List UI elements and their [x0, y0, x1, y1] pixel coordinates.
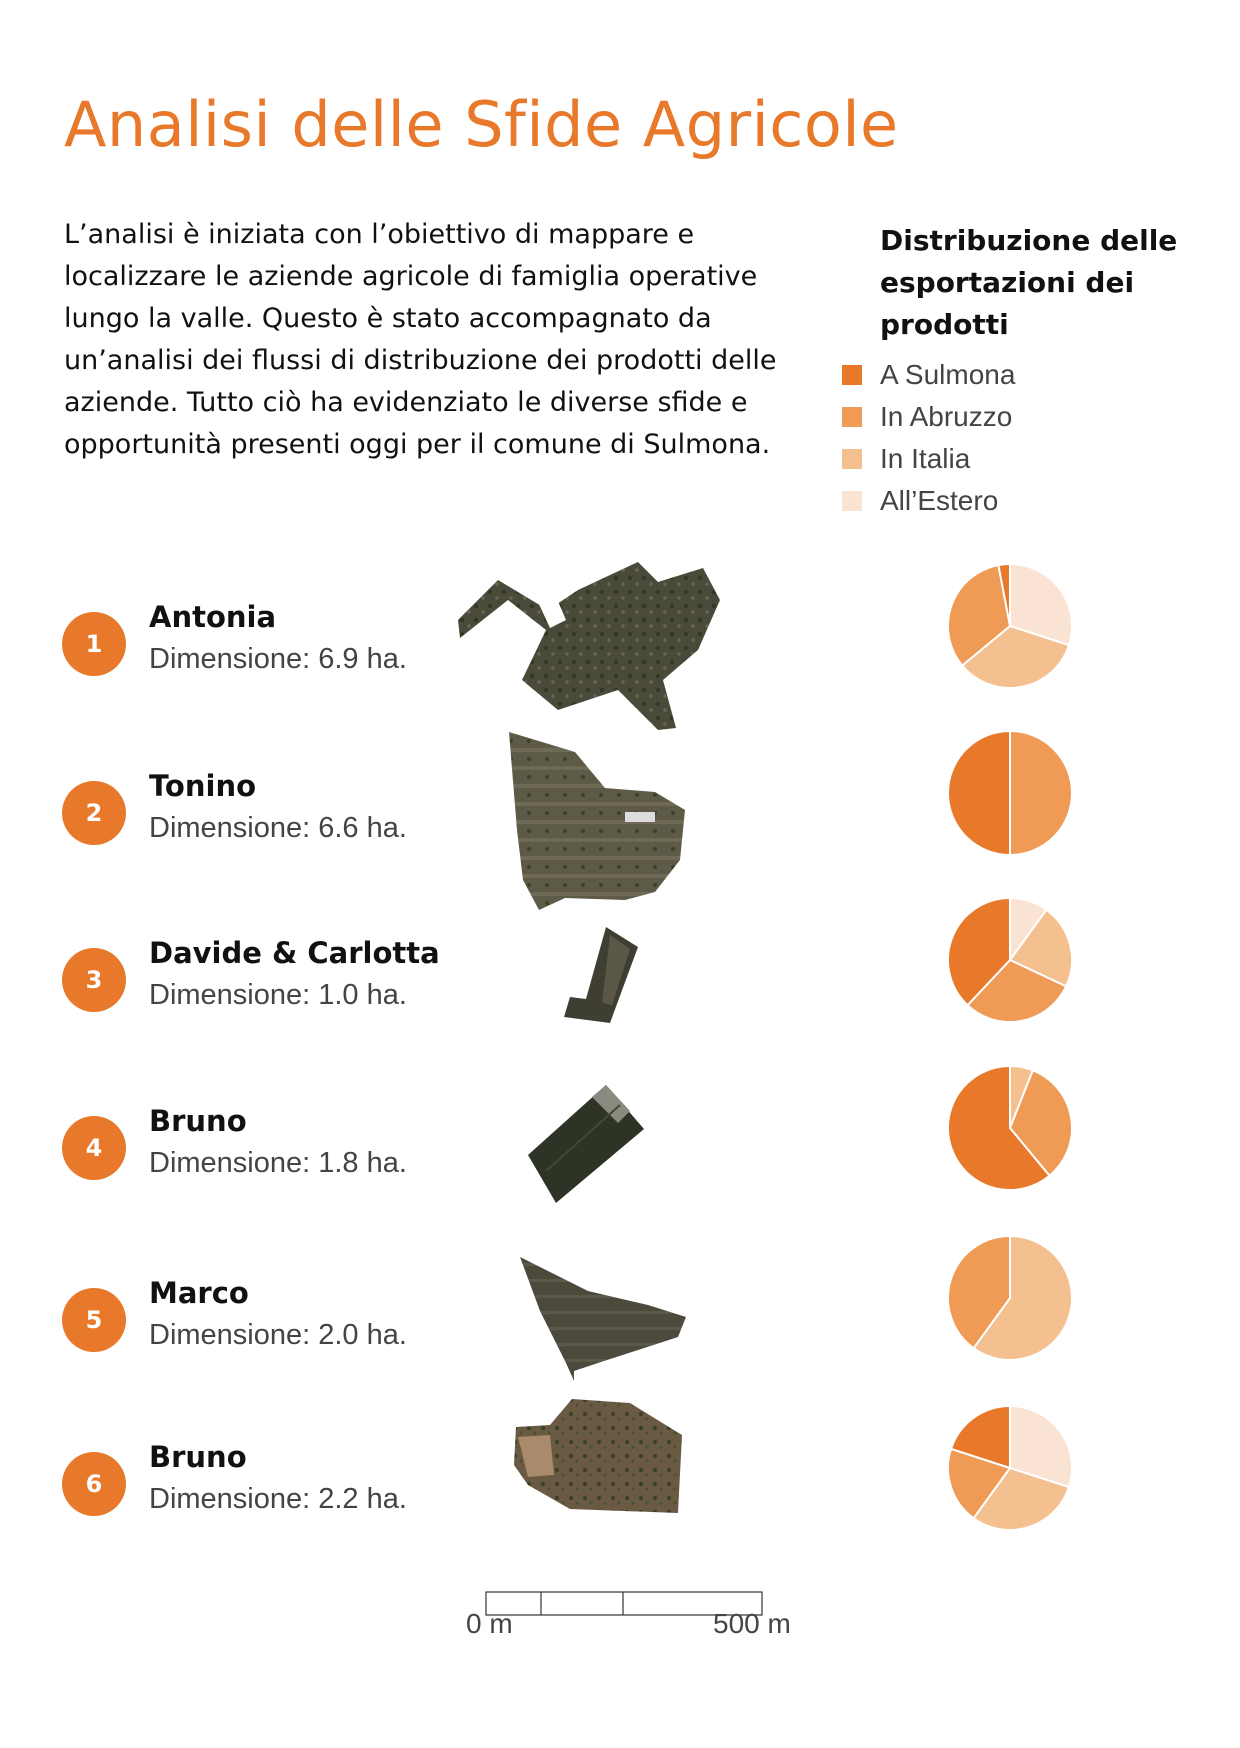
- farm-entry-3: 3 Davide & Carlotta Dimensione: 1.0 ha.: [60, 932, 520, 1032]
- farm-size: Dimensione: 1.0 ha.: [149, 979, 407, 1011]
- pie-chart-farm-3: [947, 896, 1073, 1023]
- farm-entry-5: 5 Marco Dimensione: 2.0 ha.: [60, 1272, 520, 1372]
- pie-slice-a-sulmona: [947, 1064, 1051, 1191]
- farm-aerial-image-3: [564, 927, 638, 1023]
- legend: A Sulmona In Abruzzo In Italia All’Ester…: [842, 354, 1015, 522]
- legend-swatch: [842, 407, 862, 427]
- farm-name: Bruno: [149, 1440, 247, 1474]
- pie-slice-a-sulmona: [947, 896, 1011, 1007]
- legend-title: Distribuzione delle esportazioni dei pro…: [880, 224, 1178, 341]
- farm-size: Dimensione: 2.2 ha.: [149, 1483, 407, 1515]
- scale-bar: [485, 1591, 763, 1616]
- farm-aerial-image-6: [514, 1399, 682, 1513]
- pie-chart-farm-2: [947, 729, 1073, 857]
- farm-number-badge: 4: [62, 1116, 126, 1180]
- legend-label: All’Estero: [880, 485, 999, 516]
- farm-name: Antonia: [149, 600, 277, 634]
- legend-swatch: [842, 491, 862, 511]
- farm-aerial-image-2: [509, 732, 685, 910]
- pie-chart-farm-5: [947, 1234, 1074, 1361]
- farm-entry-1: 1 Antonia Dimensione: 6.9 ha.: [60, 596, 520, 696]
- pie-slice-in-italia: [972, 1466, 1071, 1532]
- farm-entry-4: 4 Bruno Dimensione: 1.8 ha.: [60, 1100, 520, 1200]
- legend-swatch: [842, 365, 862, 385]
- intro-paragraph: L’analisi è iniziata con l’obiettivo di …: [64, 219, 777, 460]
- farm-name: Tonino: [149, 769, 257, 803]
- farm-size: Dimensione: 2.0 ha.: [149, 1319, 407, 1351]
- farm-number-badge: 1: [62, 612, 126, 676]
- farm-name: Marco: [149, 1276, 249, 1310]
- farm-aerial-image-1: [458, 562, 720, 730]
- farm-entry-2: 2 Tonino Dimensione: 6.6 ha.: [60, 765, 520, 865]
- legend-label: A Sulmona: [880, 359, 1016, 390]
- pie-slice-a-sulmona: [947, 729, 1011, 857]
- farm-number-badge: 2: [62, 781, 126, 845]
- legend-swatch: [842, 449, 862, 469]
- legend-label: In Abruzzo: [880, 401, 1013, 432]
- pie-slice-a-sulmona: [949, 1404, 1011, 1470]
- legend-item-italia: In Italia: [842, 438, 1015, 480]
- scale-start-label: 0 m: [466, 1608, 513, 1639]
- farm-name: Bruno: [149, 1104, 247, 1138]
- pie-slice-in-abruzzo: [947, 563, 1012, 667]
- pie-slice-a-sulmona: [997, 562, 1011, 627]
- pie-slice-in-italia: [960, 624, 1071, 689]
- farm-number-badge: 3: [62, 948, 126, 1012]
- pie-slice-all-estero: [1009, 1404, 1074, 1489]
- pie-chart-farm-6: [946, 1404, 1074, 1532]
- pie-slice-in-abruzzo: [947, 1234, 1011, 1350]
- scale-end-label: 500 m: [713, 1608, 791, 1639]
- farm-size: Dimensione: 6.6 ha.: [149, 812, 407, 844]
- pie-slice-in-abruzzo: [966, 958, 1068, 1023]
- pie-chart-farm-1: [947, 562, 1074, 689]
- farm-aerial-image-4: [528, 1085, 644, 1203]
- pie-slice-in-abruzzo: [1008, 1069, 1073, 1178]
- legend-item-estero: All’Estero: [842, 480, 1015, 522]
- farm-name: Davide & Carlotta: [149, 936, 440, 970]
- legend-item-abruzzo: In Abruzzo: [842, 396, 1015, 438]
- pie-slice-in-abruzzo: [1009, 729, 1073, 857]
- farm-aerial-image-5: [520, 1257, 686, 1381]
- pie-slice-in-abruzzo: [946, 1447, 1012, 1520]
- pie-slice-all-estero: [1009, 562, 1074, 647]
- page-title: Analisi delle Sfide Agricole: [64, 88, 899, 161]
- pie-chart-farm-4: [947, 1064, 1073, 1191]
- legend-label: In Italia: [880, 443, 971, 474]
- farm-number-badge: 5: [62, 1288, 126, 1352]
- farm-size: Dimensione: 6.9 ha.: [149, 643, 407, 675]
- pie-slice-in-italia: [972, 1234, 1074, 1361]
- legend-item-sulmona: A Sulmona: [842, 354, 1015, 396]
- farm-size: Dimensione: 1.8 ha.: [149, 1147, 407, 1179]
- farm-entry-6: 6 Bruno Dimensione: 2.2 ha.: [60, 1436, 520, 1536]
- farm-number-badge: 6: [62, 1452, 126, 1516]
